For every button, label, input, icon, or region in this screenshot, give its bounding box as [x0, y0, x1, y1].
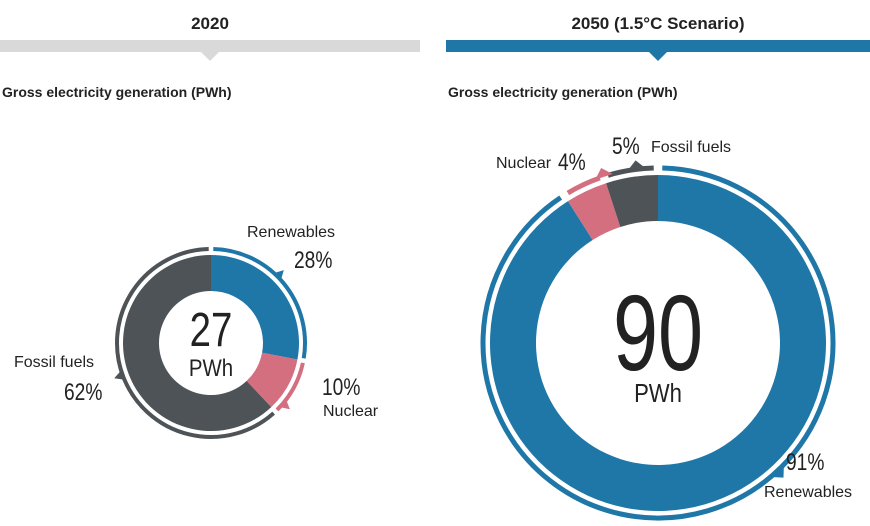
outer-arc-renewables [480, 165, 836, 521]
label-pointer-renewables [770, 464, 784, 478]
label-pointer-nuclear [595, 168, 613, 180]
slice-label-fossil: Fossil fuels [651, 139, 731, 156]
panel-2050: 2050 (1.5°C Scenario) Gross electricity … [446, 0, 870, 526]
year-bar-2050 [446, 40, 870, 61]
donut-chart-2050: 90 PWh Nuclear 4% 5% Fossil fuels 91% Re… [480, 132, 852, 521]
slice-pct-fossil: 5% [612, 132, 640, 160]
slice-pct-fossil: 62% [64, 378, 102, 406]
slice-pct-nuclear: 10% [322, 373, 360, 401]
slice-label-nuclear: Nuclear [496, 155, 552, 172]
donut-chart-2020: 27 PWh Renewables 28% 10% Nuclear Fossil… [14, 224, 379, 439]
year-bar-2020 [0, 40, 420, 61]
slice-label-nuclear: Nuclear [323, 403, 379, 420]
outer-arc-nuclear [275, 362, 305, 412]
label-pointer-nuclear [279, 399, 290, 410]
subtitle-2050: Gross electricity generation (PWh) [448, 84, 678, 100]
center-total-value: 27 [190, 304, 233, 357]
slice-label-renewables: Renewables [247, 224, 335, 241]
center-total-unit: PWh [189, 354, 233, 381]
year-bar-pointer [649, 52, 667, 61]
center-total-value: 90 [613, 274, 703, 394]
slice-label-fossil: Fossil fuels [14, 354, 94, 371]
donut-slice-fossil [606, 175, 658, 227]
year-title-2020: 2020 [191, 14, 229, 33]
donut-slices-2020 [123, 255, 300, 431]
donut-slices-2050 [490, 175, 827, 511]
subtitle-2020: Gross electricity generation (PWh) [2, 84, 232, 100]
donut-slice-nuclear [246, 352, 298, 408]
center-total-unit: PWh [634, 379, 682, 408]
label-pointer-renewables [273, 270, 284, 281]
label-pointers-2020 [114, 270, 290, 410]
year-title-2050: 2050 (1.5°C Scenario) [571, 14, 745, 33]
slice-pct-nuclear: 4% [558, 148, 586, 176]
donut-slice-fossil [123, 255, 272, 431]
label-pointers-2050 [595, 160, 784, 478]
slice-pct-renewables: 28% [294, 246, 332, 274]
panel-2020: 2020 Gross electricity generation (PWh) … [0, 0, 420, 526]
label-pointer-fossil [114, 370, 125, 380]
year-bar-pointer [201, 52, 219, 61]
donut-slice-nuclear [567, 183, 621, 240]
donut-slice-renewables [211, 255, 300, 360]
slice-pct-renewables: 91% [786, 448, 824, 476]
outer-arc-renewables [213, 247, 307, 359]
label-pointer-fossil [627, 160, 646, 171]
slice-label-renewables: Renewables [764, 484, 852, 501]
